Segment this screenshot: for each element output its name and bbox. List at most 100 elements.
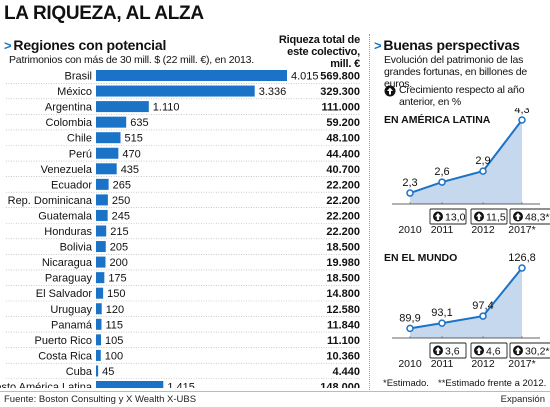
column-divider	[369, 34, 370, 390]
bar	[96, 334, 101, 346]
bar	[96, 70, 287, 81]
total-wealth-value: 48.100	[326, 133, 360, 145]
bar	[96, 116, 127, 128]
total-wealth-value: 59.200	[326, 117, 360, 129]
category-label: Uruguay	[50, 304, 92, 316]
x-tick-label: 2011	[431, 224, 454, 236]
x-tick-label: 2012	[471, 358, 495, 370]
bar	[96, 163, 117, 175]
bar-value-label: 200	[110, 257, 128, 269]
area-fill	[410, 268, 522, 338]
growth-value-label: 3,6	[445, 346, 460, 358]
bar	[96, 318, 102, 330]
bar-value-label: 150	[107, 288, 125, 300]
bar-value-label: 635	[130, 117, 148, 129]
data-value-label: 93,1	[431, 307, 452, 319]
bar-value-label: 120	[106, 304, 124, 316]
arrow-up-circle-icon	[474, 211, 484, 222]
category-label: Resto América Latina	[0, 382, 93, 389]
bar-value-label: 3.336	[259, 86, 287, 98]
x-tick-label: 2010	[398, 224, 422, 236]
chart-label-world: EN EL MUNDO	[384, 252, 458, 264]
total-wealth-value: 18.500	[326, 273, 360, 285]
series-line	[409, 119, 523, 194]
arrow-up-glyph	[515, 213, 521, 220]
bar	[96, 256, 106, 268]
bar	[96, 225, 107, 237]
right-subtitle: Evolución del patrimonio de las grandes …	[384, 54, 550, 90]
category-label: México	[57, 86, 92, 98]
data-point	[518, 264, 526, 272]
column-header: Riqueza total de este colectivo, mill. €	[256, 34, 360, 70]
series-line	[409, 267, 523, 330]
bar-value-label: 105	[105, 335, 123, 347]
total-wealth-value: 329.300	[320, 86, 360, 98]
legend-line-1: Crecimiento respecto al año	[399, 84, 525, 96]
total-wealth-value: 22.200	[326, 195, 360, 207]
arrow-up-glyph	[476, 213, 482, 220]
bar	[96, 349, 101, 361]
category-label: Colombia	[46, 117, 93, 129]
growth-value-label: 4,6	[486, 346, 501, 358]
total-wealth-value: 148.000	[320, 382, 360, 389]
page-title: LA RIQUEZA, AL ALZA	[4, 3, 204, 24]
growth-value-label: 13,0	[445, 212, 466, 224]
category-label: Bolivia	[60, 242, 93, 254]
total-wealth-value: 19.980	[326, 257, 360, 269]
total-wealth-value: 11.840	[327, 319, 360, 331]
bar-value-label: 265	[113, 179, 131, 191]
bar	[96, 178, 109, 190]
bar	[96, 101, 149, 113]
total-wealth-value: 4.440	[332, 366, 360, 378]
bar	[96, 194, 108, 206]
total-wealth-value: 44.400	[326, 148, 360, 160]
x-tick-label: 2012	[471, 224, 495, 236]
total-wealth-value: 22.200	[326, 210, 360, 222]
category-label: Perú	[69, 148, 92, 160]
bar-value-label: 245	[112, 210, 130, 222]
footnote-vs-2012: **Estimado frente a 2012.	[438, 378, 547, 389]
data-point	[406, 324, 414, 333]
data-point	[438, 319, 446, 327]
bar-value-label: 515	[124, 133, 142, 145]
total-wealth-value: 569.800	[320, 71, 360, 83]
source-note: Fuente: Boston Consulting y X Wealth X-U…	[4, 394, 197, 405]
arrow-up-glyph	[435, 213, 441, 220]
data-point	[438, 178, 446, 186]
bar	[96, 287, 104, 299]
arrow-up-circle-icon	[384, 85, 396, 97]
bar	[96, 365, 99, 377]
bar-value-label: 1.110	[153, 102, 180, 114]
growth-value-label: 11,5	[486, 212, 506, 224]
data-point	[479, 167, 487, 175]
category-label: Paraguay	[45, 273, 93, 285]
data-value-label: 89,9	[399, 312, 420, 324]
world-area-chart: 89,9 2010 93,1 2011 97,4 2012 126,8 2017* 3,6 4,6…	[392, 252, 550, 370]
category-label: Guatemala	[38, 210, 93, 222]
bar	[96, 132, 121, 144]
category-label: Nicaragua	[42, 257, 93, 269]
bar	[96, 303, 102, 315]
column-header-line-2: este colectivo,	[287, 46, 360, 58]
total-wealth-value: 14.800	[326, 288, 360, 300]
footer-rule	[0, 391, 550, 392]
column-header-line-1: Riqueza total de	[278, 34, 360, 46]
x-tick-label: 2017*	[508, 358, 535, 370]
category-label: Brasil	[64, 71, 92, 83]
total-wealth-value: 40.700	[326, 164, 360, 176]
category-label: Cuba	[66, 366, 93, 378]
bar-value-label: 100	[105, 350, 123, 362]
category-label: Rep. Dominicana	[8, 195, 93, 207]
left-heading-text: Regiones con potencial	[13, 37, 167, 53]
bar-value-label: 1.415	[167, 382, 195, 389]
arrow-up-glyph	[476, 347, 482, 354]
bar	[96, 209, 108, 221]
arrow-up-glyph	[515, 347, 521, 354]
category-label: Venezuela	[41, 164, 93, 176]
chart-label-latam: EN AMÉRICA LATINA	[384, 114, 491, 126]
data-value-label: 126,8	[508, 252, 536, 264]
data-value-label: 2,9	[475, 155, 490, 167]
arrow-up-circle-icon	[513, 211, 523, 222]
category-label: Costa Rica	[38, 350, 93, 362]
x-tick-label: 2017*	[508, 224, 535, 236]
